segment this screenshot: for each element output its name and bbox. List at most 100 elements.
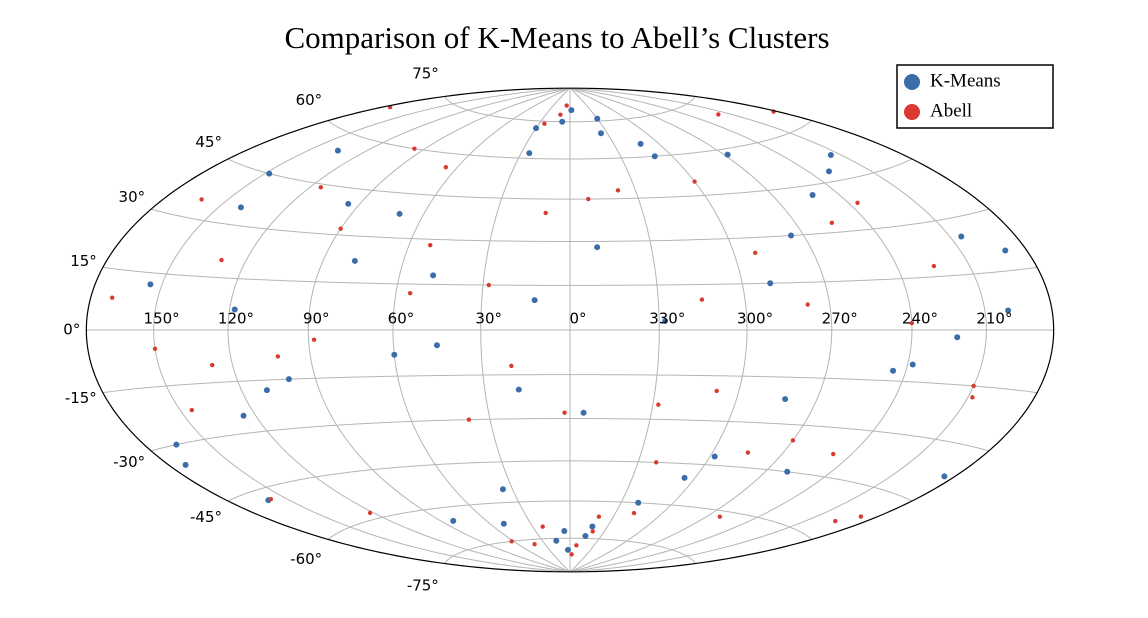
data-point: [941, 473, 948, 480]
data-point: [564, 103, 569, 108]
data-point: [152, 346, 158, 351]
data-point: [219, 257, 224, 263]
data-point: [681, 474, 688, 481]
data-point: [699, 297, 705, 302]
data-point: [596, 514, 602, 519]
x-tick-label: 60°: [388, 310, 415, 328]
data-point: [615, 188, 621, 193]
meridian-grid-line: [392, 87, 571, 573]
y-tick-label: 30°: [119, 188, 146, 206]
legend-marker: [904, 74, 920, 90]
data-point: [790, 438, 796, 443]
data-point: [825, 168, 832, 175]
data-point: [533, 125, 540, 132]
data-point: [285, 376, 292, 383]
x-tick-label: 210°: [976, 310, 1012, 328]
data-point: [553, 537, 560, 544]
data-point: [433, 342, 440, 349]
data-point: [637, 140, 644, 147]
data-point: [833, 518, 838, 524]
data-point: [466, 417, 472, 422]
x-tick-label: 240°: [902, 310, 938, 328]
meridian-grid-line: [569, 87, 833, 573]
data-point: [562, 410, 567, 415]
data-point: [753, 250, 758, 255]
data-point: [532, 542, 537, 547]
meridian-grid-line: [227, 87, 571, 573]
x-tick-label: 270°: [822, 310, 858, 328]
data-point: [1005, 307, 1012, 314]
meridian-grid-line: [153, 87, 571, 573]
legend: K-Means Abell: [896, 64, 1054, 129]
legend-label: Abell: [930, 100, 972, 121]
data-point: [396, 210, 403, 217]
data-point: [580, 409, 587, 416]
data-point: [345, 200, 352, 207]
data-point: [367, 510, 373, 516]
data-point: [147, 281, 154, 288]
data-point: [574, 543, 579, 548]
data-point: [635, 499, 642, 506]
data-point: [724, 151, 731, 158]
data-point: [831, 451, 836, 457]
data-point: [391, 351, 398, 358]
data-point: [692, 179, 697, 184]
meridian-grid-line: [480, 87, 571, 573]
data-point: [263, 387, 270, 394]
y-tick-label: 45°: [195, 133, 222, 151]
data-point: [1002, 247, 1009, 254]
x-tick-label: 300°: [737, 310, 773, 328]
data-point: [412, 146, 417, 151]
data-point: [231, 306, 238, 313]
data-point: [782, 396, 789, 403]
data-point: [656, 402, 661, 407]
meridian-grid-line: [569, 87, 660, 573]
data-point: [428, 243, 433, 248]
data-point: [745, 450, 751, 455]
data-point: [540, 524, 545, 529]
data-point: [318, 185, 324, 190]
data-point: [662, 317, 669, 324]
y-tick-label: 75°: [412, 65, 439, 83]
data-point: [334, 147, 341, 154]
data-point: [500, 520, 507, 527]
data-point: [338, 226, 343, 231]
y-tick-label: -60°: [290, 550, 322, 568]
data-point: [717, 514, 723, 519]
data-point: [855, 200, 860, 205]
data-point: [199, 197, 204, 202]
data-point: [173, 441, 180, 448]
legend-label: K-Means: [930, 70, 1001, 91]
data-point: [809, 192, 816, 199]
data-point: [716, 112, 721, 117]
y-tick-label: -75°: [407, 576, 439, 594]
data-point: [651, 153, 658, 160]
data-point: [598, 130, 605, 137]
data-point: [266, 170, 273, 177]
data-point: [189, 407, 194, 413]
data-point: [559, 118, 566, 125]
data-point: [509, 363, 514, 369]
data-point: [909, 361, 916, 368]
legend-box: [896, 64, 1054, 129]
x-tick-label: 30°: [475, 310, 502, 328]
y-tick-label: 15°: [70, 252, 97, 270]
data-point: [210, 362, 215, 368]
data-point: [970, 395, 975, 400]
data-point: [558, 112, 563, 117]
data-point: [237, 204, 244, 211]
x-tick-label: 0°: [569, 310, 586, 328]
data-point: [767, 280, 774, 287]
data-point: [590, 529, 595, 534]
data-point: [958, 233, 965, 240]
data-point: [714, 388, 719, 394]
data-point: [931, 263, 937, 269]
meridian-grid-line: [569, 87, 987, 573]
data-point: [954, 334, 961, 341]
map-border: [85, 87, 1055, 573]
x-tick-label: 90°: [303, 310, 330, 328]
legend-marker: [904, 104, 920, 120]
data-point: [526, 150, 533, 157]
data-point: [890, 367, 897, 374]
